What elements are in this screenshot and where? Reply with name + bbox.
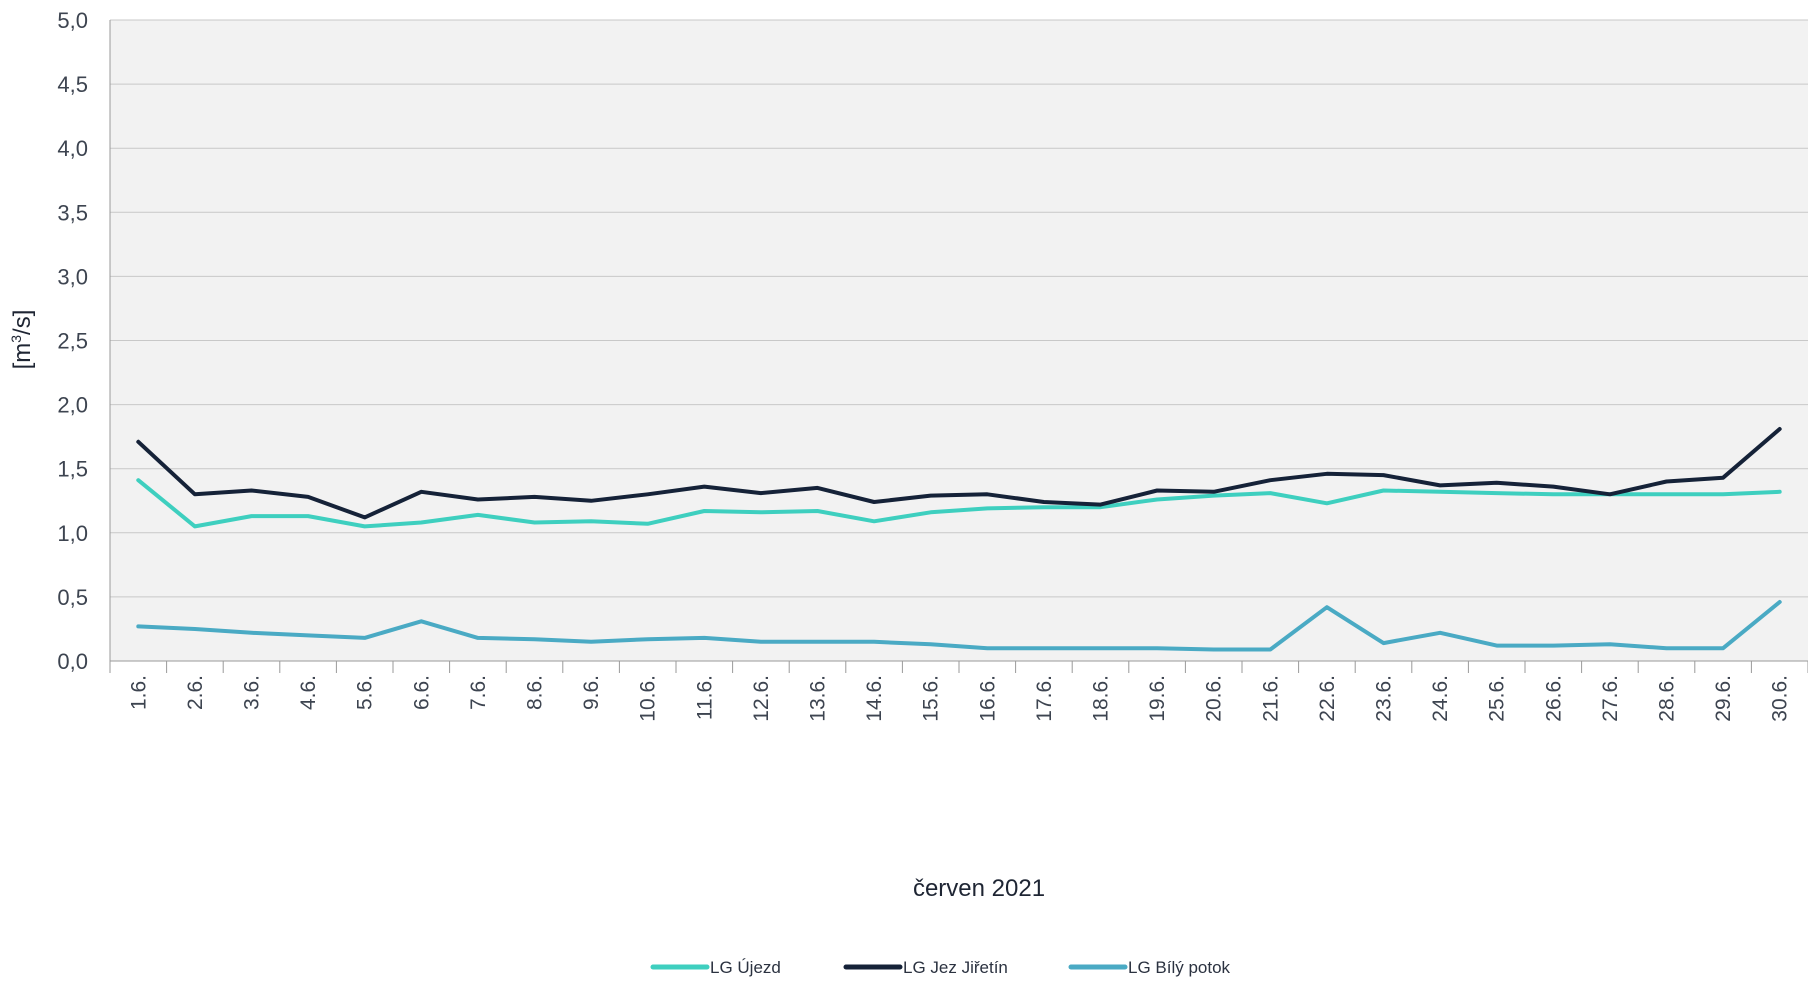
legend-label: LG Bílý potok <box>1128 958 1231 977</box>
grid <box>109 19 1808 662</box>
x-tick-label: 17.6. <box>1033 675 1056 722</box>
x-tick-label: 25.6. <box>1486 675 1509 722</box>
x-tick-label: 29.6. <box>1712 675 1735 722</box>
x-tick-label: 10.6. <box>637 675 660 722</box>
x-tick-label: 2.6. <box>184 675 207 710</box>
legend-item: LG Bílý potok <box>1068 958 1231 977</box>
x-tick-label: 14.6. <box>863 675 886 722</box>
x-tick-label: 27.6. <box>1599 675 1622 722</box>
x-tick-label: 23.6. <box>1373 675 1396 722</box>
legend-label: LG Jez Jiřetín <box>903 958 1008 977</box>
series-line <box>136 427 1782 520</box>
legend: LG Újezd LG Jez Jiřetín LG Bílý potok <box>650 958 1231 977</box>
x-tick-label: 30.6. <box>1769 675 1792 722</box>
y-axis: 0,0 0,5 1,0 1,5 2,0 2,5 3,0 3,5 4,0 4,5 5,0 <box>57 8 88 674</box>
x-tick-label: 15.6. <box>920 675 943 722</box>
y-tick-label: 2,5 <box>57 329 88 354</box>
y-axis-title-base: [m <box>9 343 36 370</box>
y-tick-label: 0,0 <box>57 649 88 674</box>
x-tick-label: 24.6. <box>1429 675 1452 722</box>
legend-label: LG Újezd <box>710 958 781 977</box>
x-tick-label: 28.6. <box>1656 675 1679 722</box>
x-tick-label: 12.6. <box>750 675 773 722</box>
x-tick-label: 7.6. <box>467 675 490 710</box>
y-tick-label: 3,0 <box>57 264 88 289</box>
y-axis-title: [m3/s] <box>8 310 36 370</box>
y-tick-label: 1,5 <box>57 457 88 482</box>
y-axis-title-tail: /s] <box>9 310 36 335</box>
x-axis-title: červen 2021 <box>913 875 1045 902</box>
series-line <box>136 478 1782 529</box>
y-tick-label: 4,5 <box>57 72 88 97</box>
y-tick-label: 5,0 <box>57 8 88 33</box>
y-tick-label: 0,5 <box>57 585 88 610</box>
x-tick-label: 18.6. <box>1090 675 1113 722</box>
x-tick-label: 5.6. <box>354 675 377 710</box>
x-axis: 1.6. 2.6. 3.6. 4.6. 5.6. 6.6. 7.6. 8.6. 9.6. 10.6… <box>109 661 1808 722</box>
x-tick-label: 21.6. <box>1259 675 1282 722</box>
x-tick-label: 1.6. <box>127 675 150 710</box>
x-tick-label: 8.6. <box>524 675 547 710</box>
x-tick-label: 9.6. <box>580 675 603 710</box>
x-tick-label: 4.6. <box>297 675 320 710</box>
y-tick-label: 3,5 <box>57 200 88 225</box>
x-tick-label: 6.6. <box>410 675 433 710</box>
x-tick-label: 3.6. <box>241 675 264 710</box>
x-tick-label: 20.6. <box>1203 675 1226 722</box>
series-line <box>136 600 1782 652</box>
legend-item: LG Jez Jiřetín <box>843 958 1008 977</box>
x-tick-label: 26.6. <box>1542 675 1565 722</box>
y-tick-label: 4,0 <box>57 136 88 161</box>
x-tick-label: 16.6. <box>976 675 999 722</box>
x-tick-label: 22.6. <box>1316 675 1339 722</box>
legend-item: LG Újezd <box>650 958 781 977</box>
series-lines <box>136 427 1782 652</box>
y-axis-title-sup: 3 <box>8 335 24 343</box>
x-tick-label: 11.6. <box>693 675 716 720</box>
y-tick-label: 1,0 <box>57 521 88 546</box>
x-tick-label: 13.6. <box>807 675 830 722</box>
x-tick-label: 19.6. <box>1146 675 1169 722</box>
y-tick-label: 2,0 <box>57 393 88 418</box>
